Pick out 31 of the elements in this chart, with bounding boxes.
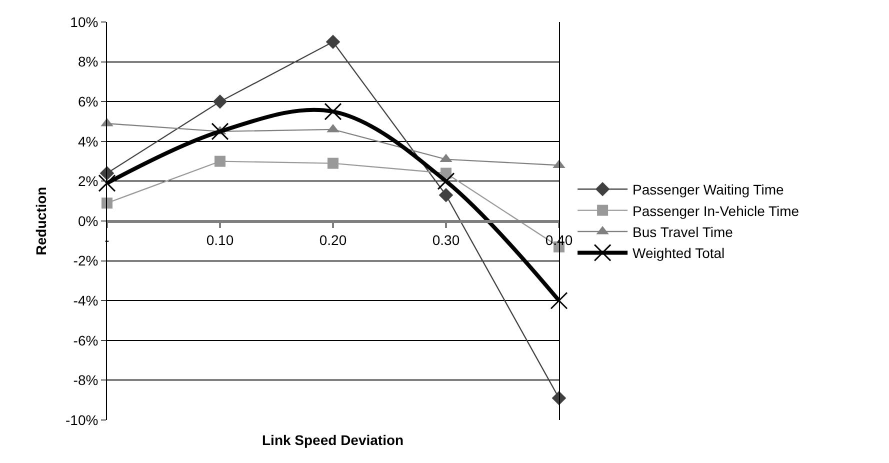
x-tick-label: 0.30 (432, 232, 460, 248)
y-tick-label: 0% (78, 212, 98, 229)
x-tick-label: 0.20 (319, 232, 347, 248)
point (438, 188, 454, 202)
legend-label: Weighted Total (632, 245, 725, 262)
legend-label: Passenger Waiting Time (632, 182, 784, 198)
x-tick-label: 0.10 (206, 232, 234, 248)
point (324, 102, 342, 120)
point (437, 172, 455, 190)
y-tick-label: -10% (66, 412, 98, 428)
y-tick-label: -2% (73, 252, 98, 269)
point (214, 156, 226, 167)
y-tick-label: -6% (73, 332, 98, 348)
y-tick-label: -4% (73, 292, 98, 308)
point (211, 122, 229, 140)
point (550, 292, 568, 310)
y-tick-label: 4% (78, 133, 98, 150)
y-tick-label: 2% (78, 173, 98, 190)
point (102, 198, 112, 209)
point (326, 34, 340, 50)
y-tick-label: 8% (78, 54, 98, 70)
x-axis-title: Link Speed Deviation (262, 432, 404, 448)
y-tick-label: 6% (78, 94, 98, 110)
point (98, 174, 116, 192)
y-tick-label: 10% (70, 14, 98, 30)
y-tick-label: -8% (73, 372, 98, 388)
point (328, 158, 338, 169)
point (212, 94, 228, 109)
legend-label: Passenger In-Vehicle Time (632, 202, 800, 219)
y-axis-title: Reduction (33, 186, 50, 256)
legend-label: Bus Travel Time (632, 224, 734, 240)
